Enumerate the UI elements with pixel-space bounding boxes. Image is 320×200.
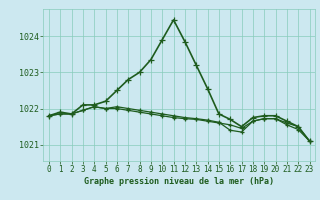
- X-axis label: Graphe pression niveau de la mer (hPa): Graphe pression niveau de la mer (hPa): [84, 177, 274, 186]
